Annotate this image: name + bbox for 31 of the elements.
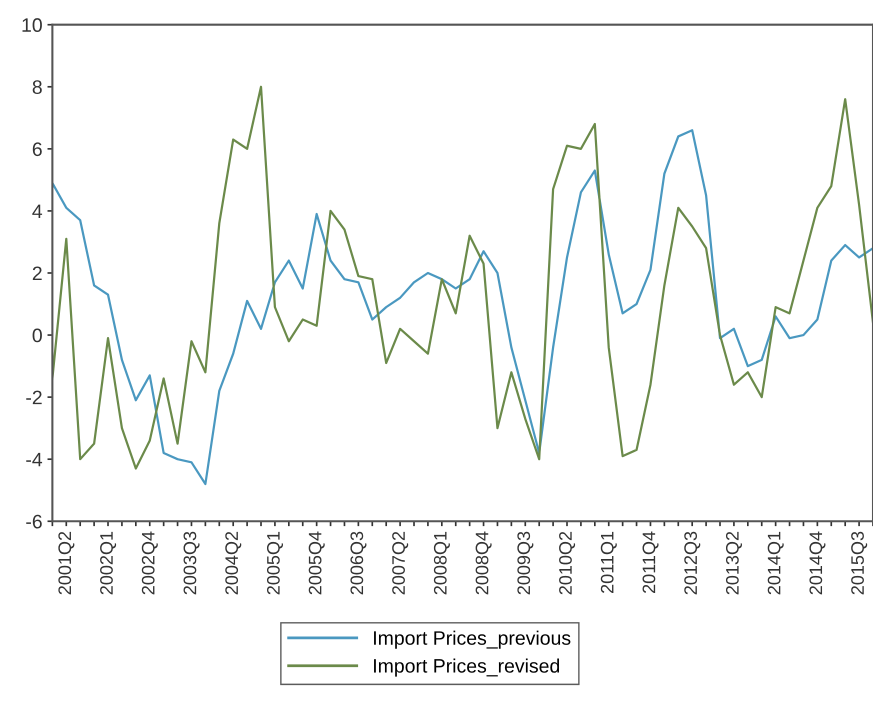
x-tick-label: 2015Q3 — [851, 532, 868, 594]
x-tick-label: 2012Q3 — [684, 532, 700, 594]
x-tick-label: 2013Q2 — [726, 532, 742, 594]
y-tick-label: 10 — [22, 18, 42, 32]
x-tick-label: 2008Q1 — [434, 532, 450, 594]
x-tick-label: 2011Q1 — [600, 532, 617, 593]
x-tick-label: 2010Q2 — [559, 532, 576, 594]
legend-label: Import Prices_previous — [374, 630, 570, 649]
y-tick-label: 8 — [32, 80, 42, 94]
y-tick-label: 4 — [32, 204, 42, 218]
x-tick-label: 2011Q4 — [642, 532, 659, 593]
y-tick-label: 0 — [32, 328, 42, 342]
x-tick-label: 2001Q2 — [58, 532, 74, 594]
x-tick-label: 2009Q3 — [517, 532, 534, 594]
y-tick-label: 2 — [32, 266, 42, 280]
x-tick-label: 2007Q2 — [392, 532, 408, 594]
legend-label: Import Prices_revised — [374, 658, 560, 677]
x-tick-label: 2005Q1 — [266, 532, 283, 594]
y-tick-label: 6 — [32, 142, 42, 156]
x-tick-label: 2003Q3 — [184, 532, 200, 594]
x-tick-label: 2004Q2 — [225, 532, 242, 594]
x-tick-label: 2008Q4 — [476, 532, 492, 594]
x-tick-label: 2002Q1 — [100, 532, 116, 594]
x-tick-label: 2006Q3 — [350, 532, 366, 594]
x-tick-label: 2014Q1 — [768, 532, 784, 594]
x-tick-label: 2005Q4 — [308, 532, 325, 594]
x-tick-label: 2002Q4 — [142, 532, 158, 594]
y-tick-label: -4 — [26, 452, 42, 466]
y-tick-label: -2 — [26, 390, 42, 404]
y-tick-label: -6 — [26, 514, 42, 528]
x-tick-label: 2014Q4 — [809, 532, 826, 594]
